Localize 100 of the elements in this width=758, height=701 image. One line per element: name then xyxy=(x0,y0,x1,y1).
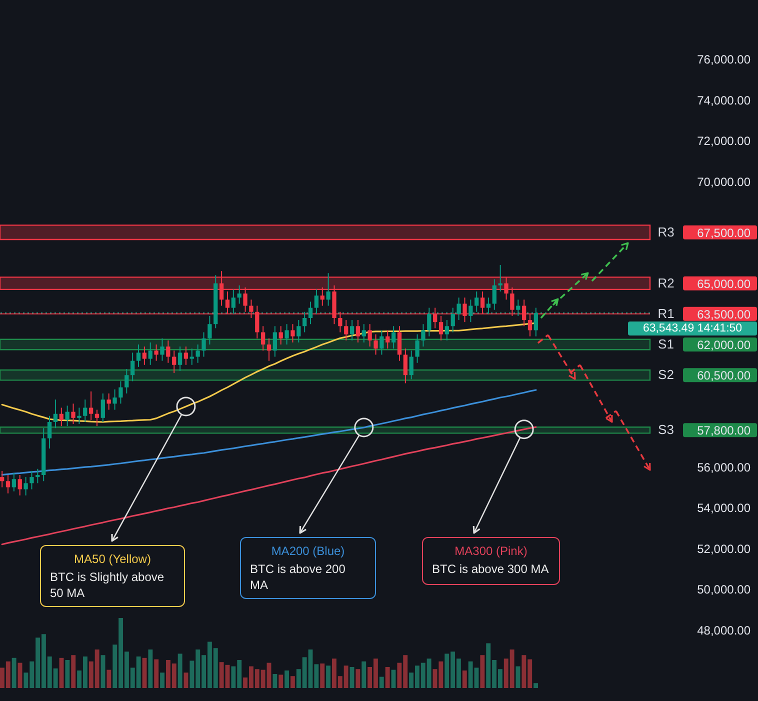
candlestick xyxy=(498,264,502,292)
candlestick xyxy=(24,476,28,496)
candlestick xyxy=(421,324,426,348)
y-tick-label: 63,500.00 xyxy=(697,307,751,322)
candlestick xyxy=(486,297,491,314)
candlestick xyxy=(403,348,408,384)
y-tick-label: 54,000.00 xyxy=(697,501,751,516)
bar xyxy=(326,666,331,688)
bar xyxy=(462,670,467,688)
y-tick-label: 57,800.00 xyxy=(697,424,751,438)
candlestick xyxy=(308,301,313,325)
candlestick xyxy=(196,344,200,364)
point xyxy=(176,396,196,416)
band-label: S2 xyxy=(658,367,674,382)
bar xyxy=(100,655,106,688)
candlestick xyxy=(350,320,354,341)
candlestick xyxy=(100,392,105,422)
candlestick xyxy=(492,278,496,310)
candlestick xyxy=(65,405,70,427)
bar xyxy=(350,667,354,688)
y-tick-label: 74,000.00 xyxy=(697,93,751,108)
candlestick xyxy=(374,334,378,356)
annotation: MA300 (Pink) BTC is above 300 MA xyxy=(432,543,550,577)
bar xyxy=(379,676,384,688)
bar xyxy=(362,661,366,688)
bar xyxy=(284,670,290,688)
bar xyxy=(385,667,390,688)
candlestick xyxy=(71,403,76,425)
bar xyxy=(106,670,112,688)
candlestick xyxy=(415,334,420,364)
candlestick xyxy=(237,284,242,304)
candlestick xyxy=(178,346,182,372)
ref-line-label: 63,543.49 14:41:50 xyxy=(642,322,742,335)
band-label: R2 xyxy=(658,275,674,290)
bar xyxy=(278,674,284,688)
candlestick xyxy=(12,472,16,492)
candlestick xyxy=(516,299,520,316)
bar xyxy=(59,658,64,688)
candlestick xyxy=(278,326,283,345)
candlestick xyxy=(266,338,272,362)
candlestick xyxy=(166,340,170,364)
candlestick xyxy=(53,399,58,429)
y-tick-label: 67,500.00 xyxy=(697,226,751,240)
candlestick xyxy=(202,332,206,358)
bar xyxy=(65,660,70,688)
candlestick xyxy=(356,320,360,343)
candlestick xyxy=(190,348,194,366)
candlestick xyxy=(142,346,147,366)
annotation: MA50 (Yellow) BTC is Slightly above 50 MA xyxy=(50,551,166,601)
candlestick xyxy=(314,288,319,314)
candlestick xyxy=(474,290,479,312)
candlestick xyxy=(444,320,450,341)
candlestick xyxy=(302,311,307,333)
candlestick xyxy=(160,338,164,362)
candlestick xyxy=(534,307,538,337)
band-label: S1 xyxy=(658,336,674,352)
y-tick-label: 52,000.00 xyxy=(697,542,751,556)
candlestick xyxy=(397,326,402,362)
candlestick xyxy=(30,470,34,490)
bar xyxy=(534,683,538,688)
candlestick xyxy=(83,399,88,422)
bar xyxy=(320,664,325,688)
band-label: R3 xyxy=(658,224,674,240)
candlestick xyxy=(77,407,82,425)
y-tick-label: 70,000.00 xyxy=(697,174,751,189)
candlestick xyxy=(290,324,295,343)
candlestick xyxy=(427,307,432,337)
candlestick xyxy=(106,392,111,410)
point xyxy=(514,420,534,440)
candlestick xyxy=(468,299,473,323)
bar xyxy=(178,654,182,688)
annotation: MA200 (Blue) BTC is above 200 MA xyxy=(250,543,346,593)
candlestick xyxy=(94,409,100,427)
line-series xyxy=(1,389,537,476)
candlestick xyxy=(409,350,414,380)
bar xyxy=(290,676,295,688)
candlestick xyxy=(172,350,176,374)
candlestick xyxy=(184,346,188,366)
bar xyxy=(148,650,153,688)
candlestick xyxy=(456,297,461,321)
candlestick xyxy=(88,390,94,420)
candlestick xyxy=(6,474,10,494)
candlestick xyxy=(47,415,52,450)
y-tick-label: 62,000.00 xyxy=(697,338,751,352)
bar xyxy=(142,658,147,688)
candlestick xyxy=(296,320,301,343)
candlestick xyxy=(368,324,372,348)
candlestick xyxy=(136,344,141,368)
candlestick xyxy=(450,307,455,333)
point xyxy=(354,418,374,438)
candlestick xyxy=(130,352,135,382)
candlestick xyxy=(380,330,384,356)
candlestick xyxy=(208,315,212,345)
ref-line-label: R1 xyxy=(658,306,674,321)
candlestick xyxy=(362,324,366,343)
band-label: S3 xyxy=(658,422,674,438)
candlestick xyxy=(0,470,4,488)
candlestick xyxy=(36,468,40,484)
y-tick-label: 65,000.00 xyxy=(697,276,751,291)
y-tick-label: 56,000.00 xyxy=(697,460,751,474)
